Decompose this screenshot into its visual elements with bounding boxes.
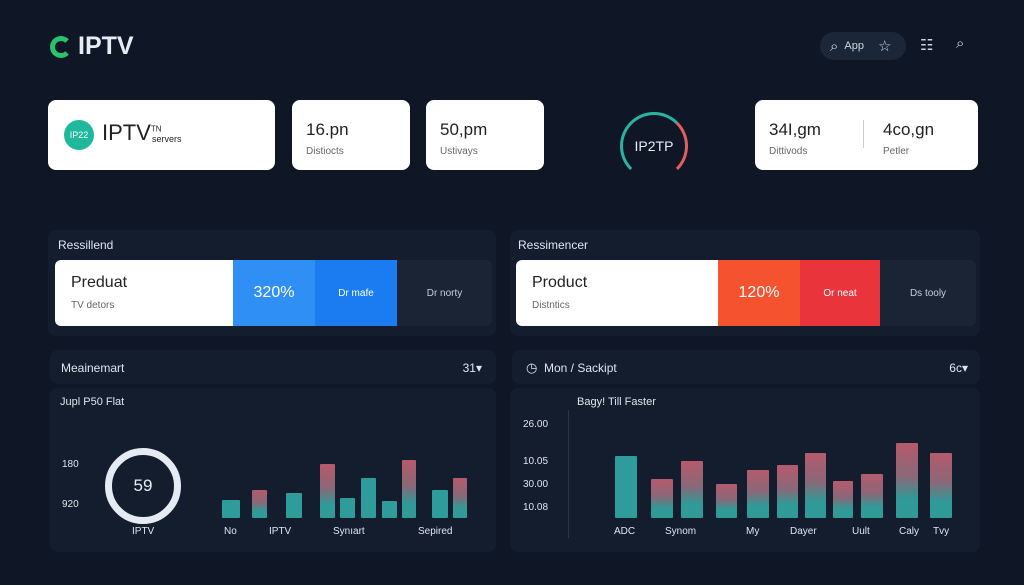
search-label: App (844, 40, 864, 52)
bar-area (50, 388, 496, 518)
x-label: Synıart (333, 526, 365, 537)
bar (805, 453, 826, 518)
brand-badge: IP22 (64, 120, 94, 150)
chart-title: Jupl P50 Flat (60, 396, 125, 408)
stat-label: Ustivays (440, 146, 478, 157)
product-sub: Distntics (532, 300, 570, 311)
ring-value: 59 (133, 476, 153, 495)
bar (222, 500, 240, 518)
bar (382, 501, 397, 518)
bar (747, 470, 769, 518)
x-label: Dayer (790, 526, 817, 537)
search-icon: ⌕ (830, 37, 839, 55)
y-tick: 920 (62, 499, 79, 510)
y-tick: 26.00 (523, 419, 549, 430)
stat-label: Distiocts (306, 146, 344, 157)
bar (716, 484, 737, 518)
product-name: Preduat (71, 274, 128, 291)
left-panel-header[interactable]: Meainemart 31▾ (50, 350, 496, 384)
stat-card-3[interactable]: 34I,gm Dittivods 4co,gn Petler (755, 100, 978, 170)
bar (777, 465, 798, 518)
stat-value: 50,pm (440, 120, 488, 139)
ring-label: IPTV (132, 526, 155, 537)
bar (320, 464, 335, 518)
bar (615, 456, 637, 518)
bar (402, 460, 416, 518)
brand-card[interactable]: IP22 IPTVTN servers (48, 100, 275, 170)
y-tick: 10.08 (523, 502, 549, 513)
x-label: IPTV (269, 526, 292, 537)
stat-card-2[interactable]: 50,pm Ustivays (426, 100, 544, 170)
gauge: IP2TP (620, 112, 688, 180)
right-product-row[interactable]: Product Distntics 120% Or neat Ds tooly (516, 260, 976, 326)
bar (340, 498, 355, 518)
grid-icon[interactable]: ☷ (920, 37, 934, 54)
percent: 120% (718, 260, 800, 326)
right-chart: Bagy! Till Faster 26.00 10.05 30.00 10.0… (510, 388, 980, 552)
stat-value: 4co,gn (883, 120, 935, 139)
left-product-row[interactable]: Preduat TV detors 320% Dr mafe Dr norty (55, 260, 492, 326)
x-label: Uult (852, 526, 870, 537)
bar (896, 443, 918, 518)
right-panel-header[interactable]: ◷ Mon / Sackipt 6c▾ (512, 350, 980, 384)
product-sub: TV detors (71, 300, 115, 311)
y-tick: 10.05 (523, 456, 549, 467)
bar (861, 474, 883, 518)
stat-card-1[interactable]: 16.pn Distiocts (292, 100, 410, 170)
bar (930, 453, 952, 518)
dropdown[interactable]: 31▾ (462, 361, 482, 375)
bar (432, 490, 448, 518)
divider (863, 120, 864, 148)
search-app-button[interactable]: ⌕ App ☆ (820, 32, 906, 60)
bar (833, 481, 853, 518)
x-label: Synom (665, 526, 697, 537)
percent: 320% (233, 260, 315, 326)
bar (453, 478, 467, 518)
extra: Ds tooly (880, 260, 976, 326)
stat-label: Dittivods (769, 146, 808, 157)
panel-title: Meainemart (61, 361, 125, 375)
app-title: IPTV (78, 32, 134, 60)
y-axis (568, 410, 569, 538)
panel-title: Mon / Sackipt (544, 361, 617, 375)
clock-icon: ◷ (526, 360, 538, 375)
y-tick: 30.00 (523, 479, 549, 490)
chart-title: Bagy! Till Faster (577, 396, 656, 408)
x-label: Sepired (418, 526, 453, 537)
bar (681, 461, 703, 518)
x-label: ADC (614, 526, 636, 537)
star-icon[interactable]: ☆ (877, 38, 892, 55)
product-name: Product (532, 274, 588, 291)
tag: Dr mafe (315, 260, 397, 326)
brand-title: IPTVTN (102, 120, 162, 145)
x-label: Caly (899, 526, 920, 537)
bar (361, 478, 376, 518)
logo-icon (50, 35, 72, 58)
gauge-label: IP2TP (634, 138, 674, 154)
x-label: Tvy (933, 526, 950, 537)
bar (252, 490, 267, 518)
dropdown[interactable]: 6c▾ (949, 361, 968, 375)
ring-gauge: 59 (105, 448, 181, 524)
brand-sub: servers (152, 134, 182, 144)
app-logo[interactable]: IPTV (50, 32, 134, 61)
bar (651, 479, 673, 518)
x-label: My (746, 526, 760, 537)
tag: Or neat (800, 260, 880, 326)
search-icon[interactable]: ⌕ (956, 35, 965, 52)
stat-value: 16.pn (306, 120, 349, 139)
stat-value: 34I,gm (769, 120, 821, 139)
extra: Dr norty (397, 260, 492, 326)
bar (286, 493, 302, 518)
stat-label: Petler (883, 146, 910, 157)
y-tick: 180 (62, 459, 79, 470)
section-title: Ressimencer (518, 238, 589, 252)
left-chart: Jupl P50 Flat 180 920 59 IPTV No IPTV Sy… (50, 388, 496, 552)
section-title: Ressillend (58, 238, 114, 252)
bar-area (510, 388, 980, 518)
x-label: No (224, 526, 237, 537)
